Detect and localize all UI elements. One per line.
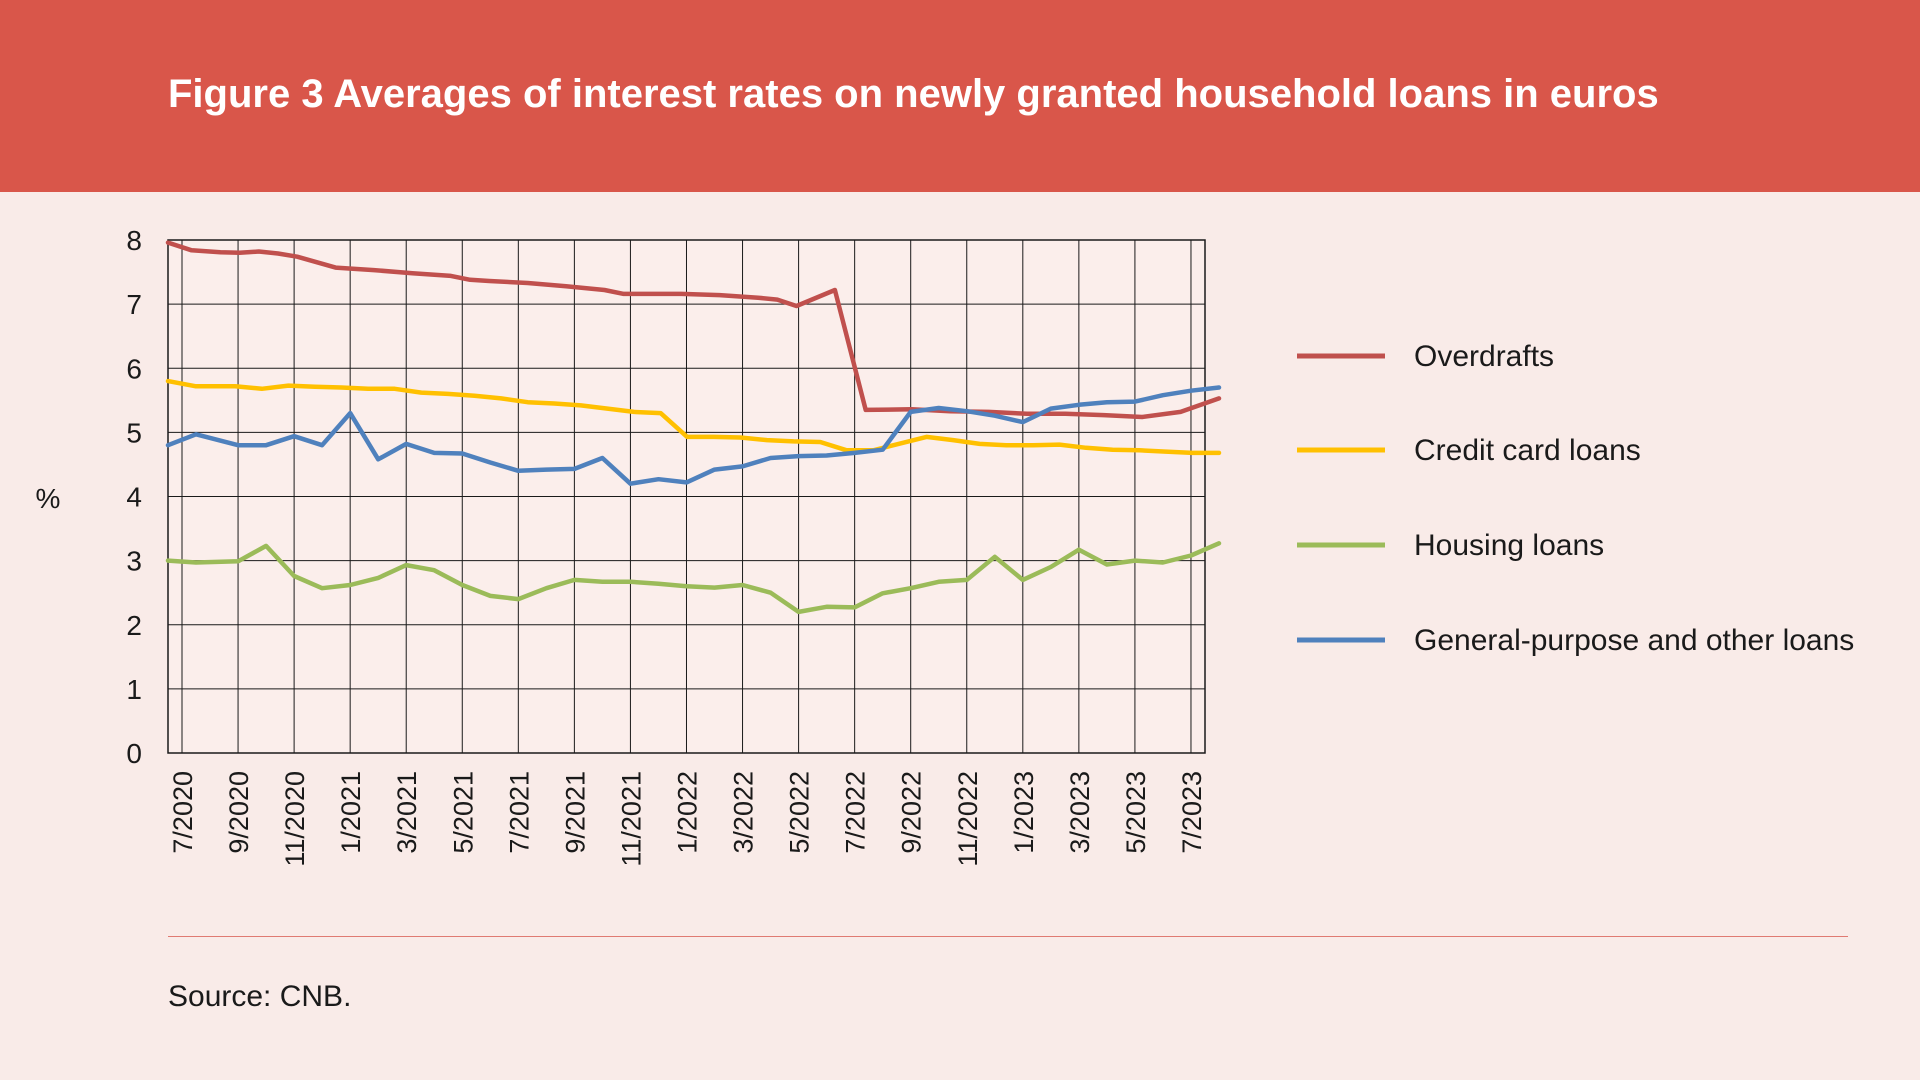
- x-tick-label: 1/2021: [336, 771, 366, 854]
- x-tick-label: 7/2021: [504, 771, 534, 854]
- x-tick-label: 7/2023: [1177, 771, 1207, 854]
- series-line: [165, 385, 1222, 486]
- x-tick-label: 5/2023: [1121, 771, 1151, 854]
- x-tick-label: 1/2022: [672, 771, 702, 854]
- y-tick-label: 8: [126, 225, 142, 256]
- series-line: [165, 240, 1222, 420]
- x-tick-label: 3/2022: [729, 771, 759, 854]
- y-tick-label: 4: [126, 482, 142, 513]
- y-tick-label: 2: [126, 610, 142, 641]
- x-tick-label: 3/2023: [1065, 771, 1095, 854]
- legend-label: Housing loans: [1414, 529, 1604, 562]
- legend-label: Overdrafts: [1414, 340, 1554, 373]
- x-tick-label: 9/2020: [224, 771, 254, 854]
- header-banner: Figure 3 Averages of interest rates on n…: [0, 0, 1920, 192]
- x-tick-label: 1/2023: [1009, 771, 1039, 854]
- y-axis-label: %: [36, 483, 61, 514]
- plot-frame: [167, 239, 1206, 754]
- x-tick-label: 9/2022: [897, 771, 927, 854]
- x-tick-label: 11/2020: [280, 771, 310, 867]
- x-tick-label: 9/2021: [560, 771, 590, 854]
- series-line: [165, 541, 1222, 615]
- y-tick-label: 3: [126, 546, 142, 577]
- x-tick-label: 7/2022: [841, 771, 871, 854]
- x-tick-label: 11/2021: [616, 771, 646, 867]
- x-tick-label: 3/2021: [392, 771, 422, 854]
- series-line: [165, 378, 1222, 456]
- footer-divider: [168, 936, 1848, 937]
- x-tick-label: 5/2022: [785, 771, 815, 854]
- y-tick-label: 7: [126, 289, 142, 320]
- source-note: Source: CNB.: [168, 980, 352, 1013]
- figure-title: Figure 3 Averages of interest rates on n…: [168, 72, 1659, 116]
- y-tick-label: 6: [126, 353, 142, 384]
- legend-label: General-purpose and other loans: [1414, 624, 1854, 657]
- y-tick-label: 0: [126, 738, 142, 769]
- legend-label: Credit card loans: [1414, 434, 1641, 467]
- x-tick-label: 11/2022: [953, 771, 983, 867]
- y-tick-label: 5: [126, 417, 142, 448]
- x-tick-label: 5/2021: [448, 771, 478, 854]
- y-tick-label: 1: [126, 674, 142, 705]
- x-tick-label: 7/2020: [168, 771, 198, 854]
